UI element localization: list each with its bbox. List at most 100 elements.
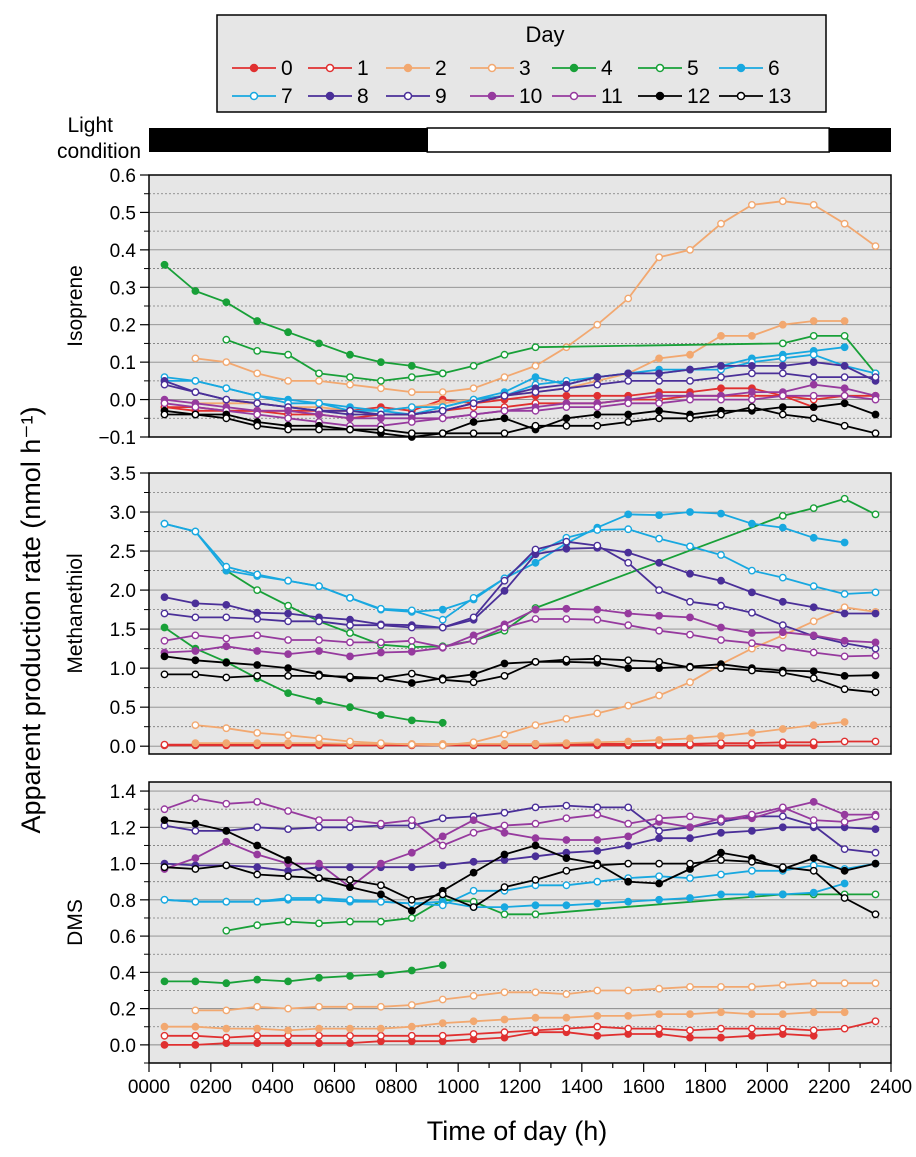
data-point-day-11 bbox=[191, 403, 200, 411]
data-point-day-11 bbox=[686, 395, 694, 404]
data-point-day-5 bbox=[438, 369, 447, 378]
data-point-day-6 bbox=[500, 903, 509, 911]
data-point-day-10 bbox=[624, 832, 633, 841]
x-tick-label: 1600 bbox=[623, 1077, 665, 1098]
data-point-day-4 bbox=[284, 328, 292, 337]
data-point-day-12 bbox=[809, 854, 818, 862]
data-point-day-5 bbox=[407, 914, 416, 922]
data-point-day-9 bbox=[376, 621, 385, 630]
data-point-day-9 bbox=[531, 388, 540, 396]
data-point-day-2 bbox=[222, 1024, 231, 1033]
data-point-day-13 bbox=[686, 414, 694, 423]
data-point-day-5 bbox=[840, 331, 849, 340]
data-point-day-0 bbox=[593, 1031, 602, 1040]
legend-marker-11 bbox=[569, 91, 579, 101]
data-point-day-13 bbox=[624, 418, 633, 426]
x-tick-label: 0200 bbox=[190, 1077, 232, 1098]
data-point-day-2 bbox=[376, 1024, 385, 1033]
data-point-day-3 bbox=[593, 986, 602, 995]
data-point-day-8 bbox=[717, 576, 725, 585]
light-condition-label-line1: Light bbox=[67, 114, 113, 137]
data-point-day-3 bbox=[191, 1006, 200, 1015]
data-point-day-13 bbox=[809, 674, 818, 683]
data-point-day-9 bbox=[438, 406, 447, 415]
data-point-day-13 bbox=[191, 670, 200, 679]
data-point-day-12 bbox=[222, 658, 231, 667]
legend: Day 0 1 2 3 4 5 67 8 9 10 11 12 13 bbox=[216, 14, 827, 113]
data-point-day-10 bbox=[809, 798, 818, 806]
dark-period-morning bbox=[149, 128, 428, 152]
data-point-day-13 bbox=[346, 672, 354, 681]
data-point-day-10 bbox=[438, 832, 447, 841]
data-point-day-3 bbox=[562, 990, 571, 998]
data-point-day-11 bbox=[809, 648, 818, 657]
y-tick-label: 2.5 bbox=[110, 542, 136, 563]
data-point-day-6 bbox=[840, 538, 849, 547]
data-point-day-7 bbox=[315, 399, 323, 408]
data-point-day-2 bbox=[840, 317, 849, 325]
data-point-day-11 bbox=[160, 399, 169, 408]
data-point-day-3 bbox=[376, 1002, 385, 1011]
data-point-day-2 bbox=[562, 739, 571, 747]
data-point-day-9 bbox=[500, 391, 509, 400]
data-point-day-9 bbox=[222, 613, 231, 622]
data-point-day-12 bbox=[871, 859, 880, 868]
data-point-day-13 bbox=[469, 429, 478, 438]
data-point-day-3 bbox=[284, 1004, 292, 1013]
data-point-day-12 bbox=[376, 890, 385, 899]
data-point-day-7 bbox=[438, 901, 447, 910]
data-point-day-10 bbox=[500, 828, 509, 837]
data-point-day-11 bbox=[315, 816, 323, 824]
data-point-day-3 bbox=[469, 384, 478, 393]
data-point-day-13 bbox=[778, 668, 787, 677]
data-point-day-4 bbox=[284, 977, 292, 986]
data-point-day-13 bbox=[346, 425, 354, 434]
data-point-day-11 bbox=[871, 395, 880, 404]
data-point-day-12 bbox=[469, 868, 478, 877]
data-point-day-1 bbox=[500, 1028, 509, 1037]
data-point-day-8 bbox=[346, 863, 354, 872]
data-point-day-11 bbox=[376, 819, 385, 828]
data-point-day-12 bbox=[562, 414, 571, 423]
data-point-day-13 bbox=[778, 410, 787, 419]
data-point-day-3 bbox=[222, 1006, 231, 1015]
data-point-day-1 bbox=[809, 738, 818, 747]
data-point-day-8 bbox=[655, 558, 663, 567]
data-point-day-10 bbox=[222, 642, 231, 651]
data-point-day-3 bbox=[253, 1002, 262, 1011]
data-point-day-4 bbox=[315, 973, 323, 982]
data-point-day-2 bbox=[717, 732, 725, 740]
data-point-day-4 bbox=[191, 287, 200, 295]
data-point-day-6 bbox=[686, 508, 694, 516]
data-point-day-1 bbox=[160, 1031, 169, 1040]
x-tick-label: 0000 bbox=[128, 1077, 170, 1098]
data-point-day-9 bbox=[346, 406, 354, 415]
data-point-day-6 bbox=[717, 890, 725, 899]
data-point-day-0 bbox=[315, 1039, 323, 1048]
data-point-day-11 bbox=[284, 807, 292, 815]
data-point-day-13 bbox=[315, 672, 323, 680]
data-point-day-9 bbox=[686, 376, 694, 385]
data-point-day-13 bbox=[593, 421, 602, 430]
data-point-day-9 bbox=[500, 576, 509, 585]
data-point-day-7 bbox=[593, 877, 602, 886]
data-point-day-1 bbox=[748, 739, 756, 747]
data-point-day-8 bbox=[593, 373, 602, 381]
data-point-day-12 bbox=[531, 841, 540, 850]
data-point-day-10 bbox=[222, 837, 231, 846]
data-point-day-11 bbox=[222, 634, 231, 643]
data-point-day-7 bbox=[809, 582, 818, 591]
data-point-day-13 bbox=[222, 673, 231, 682]
data-point-day-4 bbox=[438, 961, 447, 969]
data-point-day-12 bbox=[222, 827, 231, 835]
data-point-day-13 bbox=[531, 658, 540, 666]
data-point-day-4 bbox=[376, 358, 385, 366]
data-point-day-4 bbox=[438, 718, 447, 727]
data-point-day-13 bbox=[840, 421, 849, 430]
data-point-day-8 bbox=[562, 544, 571, 553]
data-point-day-11 bbox=[253, 631, 262, 640]
data-point-day-7 bbox=[253, 570, 262, 579]
data-point-day-9 bbox=[809, 373, 818, 381]
data-point-day-13 bbox=[809, 414, 818, 423]
